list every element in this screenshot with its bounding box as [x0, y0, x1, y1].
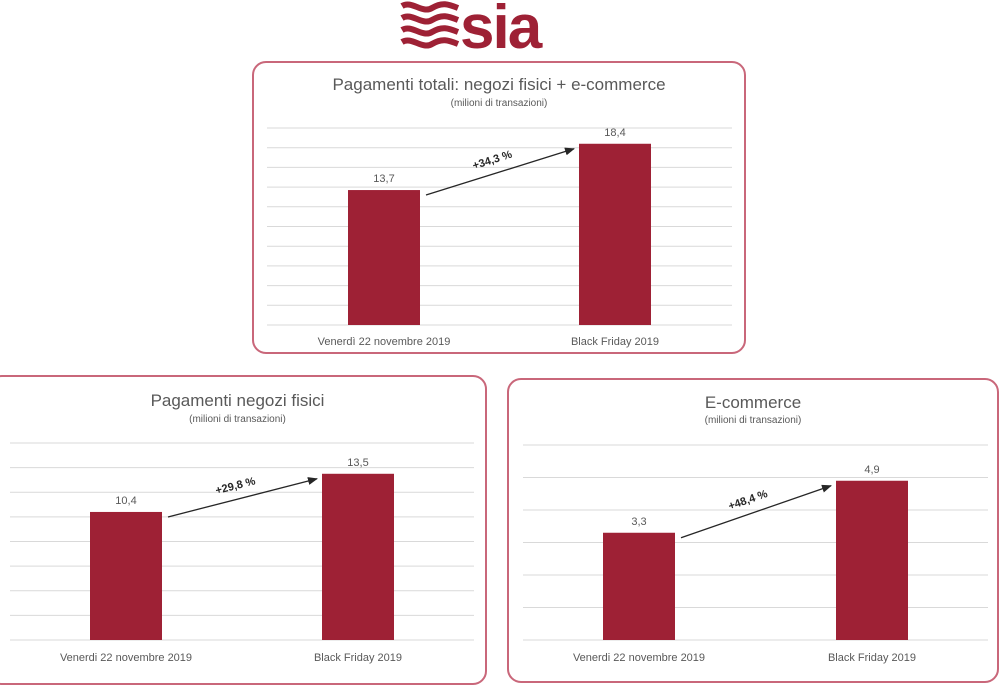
data-label: 13,7: [373, 173, 394, 185]
sia-logo-graphic: sia: [400, 0, 545, 62]
data-label: 18,4: [604, 127, 625, 139]
data-label: 13,5: [347, 457, 368, 469]
category-label: Black Friday 2019: [571, 336, 659, 348]
chart-physical-stores: 10,4 Venerdi 22 novembre 2019 13,5 Black Fr…: [10, 442, 474, 664]
chart-panel-ecommerce: 3,3 Venerdi 22 novembre 2019 4,9 Black Frid…: [507, 378, 999, 683]
chart-ecommerce: 3,3 Venerdi 22 novembre 2019 4,9 Black Frid…: [523, 444, 988, 664]
chart-title: E-commerce: [704, 393, 802, 412]
category-label: Venerdi 22 novembre 2019: [60, 652, 192, 664]
wave-icon: [400, 1, 460, 49]
logo-text: sia: [460, 0, 543, 52]
growth-arrow: [680, 484, 832, 539]
data-label: 4,9: [864, 464, 879, 476]
sia-logo: sia: [400, 0, 595, 62]
bar: [836, 480, 908, 640]
chart-subtitle: (milioni di transazioni): [704, 415, 802, 426]
category-label: Black Friday 2019: [314, 652, 402, 664]
chart-total: 13,7 Venerdì 22 novembre 2019 18,4 Black Fr…: [267, 127, 732, 348]
bar: [348, 190, 420, 325]
bar: [322, 473, 394, 640]
data-label: 10,4: [115, 495, 136, 507]
category-label: Venerdi 22 novembre 2019: [573, 652, 705, 664]
bar: [90, 511, 162, 640]
growth-arrow: [167, 477, 318, 518]
bar: [579, 143, 651, 325]
growth-annotation: +29,8 %: [214, 475, 257, 497]
chart-panel-total: 13,7 Venerdì 22 novembre 2019 18,4 Black Fr…: [252, 61, 746, 354]
chart-subtitle: (milioni di transazioni): [189, 414, 286, 425]
data-label: 3,3: [631, 516, 646, 528]
bar: [603, 532, 675, 640]
category-label: Venerdì 22 novembre 2019: [318, 336, 451, 348]
growth-arrow: [425, 147, 575, 196]
chart-title: Pagamenti totali: negozi fisici + e-comm…: [332, 75, 666, 94]
chart-panel-physical-stores: 10,4 Venerdi 22 novembre 2019 13,5 Black Fr…: [0, 375, 487, 685]
chart-title: Pagamenti negozi fisici: [150, 391, 325, 410]
category-label: Black Friday 2019: [828, 652, 916, 664]
chart-subtitle: (milioni di transazioni): [450, 98, 548, 109]
growth-annotation: +34,3 %: [471, 149, 514, 173]
